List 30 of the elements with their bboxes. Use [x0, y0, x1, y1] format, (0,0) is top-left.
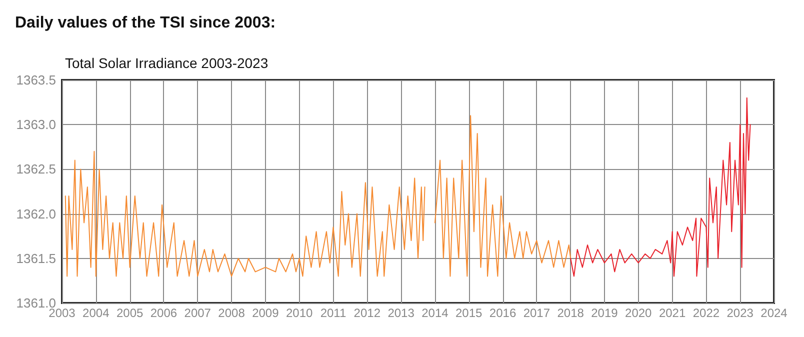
line-series	[570, 97, 751, 277]
y-tick-label: 1363.5	[16, 72, 56, 88]
x-tick-label: 2016	[489, 306, 516, 320]
x-tick-label: 2014	[422, 306, 449, 320]
x-tick-label: 2009	[252, 306, 280, 320]
x-tick-label: 2018	[557, 306, 584, 320]
x-tick-label: 2015	[456, 306, 483, 320]
x-tick-label: 2021	[658, 306, 686, 320]
x-tick-label: 2004	[82, 306, 110, 320]
x-tick-label: 2023	[726, 306, 754, 320]
x-tick-label: 2017	[523, 306, 550, 320]
x-tick-label: 2011	[320, 306, 346, 320]
y-tick-label: 1361.5	[16, 250, 56, 266]
y-tick-label: 1362.0	[16, 206, 56, 222]
x-tick-label: 2024	[760, 306, 788, 320]
x-tick-label: 2020	[625, 306, 652, 320]
x-tick-label: 2019	[591, 306, 618, 320]
x-tick-label: 2006	[150, 306, 178, 320]
x-tick-label: 2013	[388, 306, 415, 320]
x-tick-label: 2010	[286, 306, 314, 320]
x-tick-label: 2008	[218, 306, 246, 320]
y-tick-label: 1362.5	[16, 162, 56, 177]
x-tick-label: 2005	[116, 306, 144, 320]
y-tick-label: 1363.0	[16, 117, 56, 132]
x-tick-label: 2007	[184, 306, 212, 320]
x-tick-label: 2003	[48, 306, 76, 320]
x-tick-label: 2022	[692, 306, 720, 320]
chart-title: Daily values of the TSI since 2003:	[15, 14, 276, 32]
x-tick-label: 2012	[354, 306, 381, 320]
chart-subtitle: Total Solar Irradiance 2003-2023	[65, 55, 268, 71]
